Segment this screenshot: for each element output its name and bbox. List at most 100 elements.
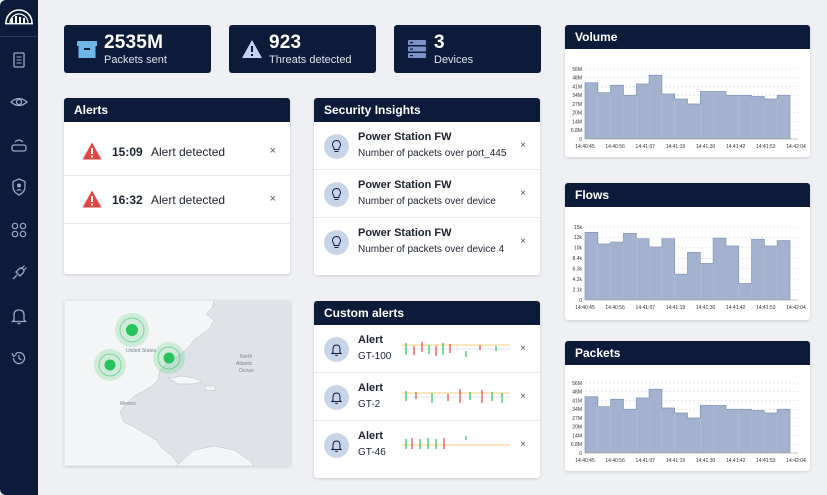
stat-card-threats: 923 Threats detected [229,25,376,73]
bar [725,409,739,453]
threat-map[interactable]: United States North Atlantic Ocean Mexic… [64,300,291,466]
alert-text: Alert detected [151,193,226,207]
volume-chart-panel: Volume 0 6.8M 14M 20M 27M 34M 41M 48M 56M 14:40:4… [565,25,810,157]
y-tick-label: 41M [572,84,582,90]
map-land [64,300,255,466]
close-icon[interactable]: × [520,236,526,247]
y-tick-label: 56M [572,381,582,387]
y-tick-label: 27M [572,416,582,422]
list-item[interactable]: 16:32 Alert detected × [64,176,290,224]
bar [713,238,726,300]
bar [674,413,688,453]
bar [725,245,739,300]
alert-icon [82,142,102,160]
custom-alert-id: GT-100 [358,351,392,362]
shield-user-icon[interactable] [9,177,29,197]
close-icon[interactable]: × [520,140,526,151]
x-tick-label: 14:40:45 [575,458,595,464]
x-tick-label: 14:41:07 [636,144,656,150]
custom-alert-id: GT-2 [358,399,381,410]
y-tick-label: 48M [572,76,582,82]
sidebar-divider [0,36,38,37]
x-tick-label: 14:42:04 [786,458,806,464]
plug-icon[interactable] [9,263,29,283]
insight-text: Number of packets over device 4 [358,244,505,255]
x-tick-label: 14:40:56 [605,305,625,311]
map-label: North [240,354,253,360]
map-label: Mexico [120,401,136,407]
y-tick-label: 6.3k [573,267,583,273]
flows-chart[interactable]: 0 2.1k 4.2k 6.3k 8.4k 10k 13k 15k 14:40:45 14:40:… [565,207,810,320]
close-icon[interactable]: × [520,391,526,402]
bar [649,246,662,300]
list-item[interactable]: Power Station FW Number of packets over … [314,218,540,266]
y-tick-label: 20M [572,111,582,117]
insight-title: Power Station FW [358,131,452,143]
close-icon[interactable]: × [269,193,276,205]
y-tick-label: 6.8M [571,128,582,134]
y-tick-label: 4.2k [573,277,583,283]
bar [700,263,714,300]
history-icon[interactable] [9,348,29,368]
bar [610,242,624,300]
flows-chart-panel: Flows 0 2.1k 4.2k 6.3k 8.4k 10k 13k 15k 14:40:45… [565,183,810,320]
volume-chart[interactable]: 0 6.8M 14M 20M 27M 34M 41M 48M 56M 14:40:45 14:40:… [565,49,810,157]
eye-icon[interactable] [9,92,29,112]
chart-title: Packets [565,341,810,365]
close-icon[interactable]: × [520,343,526,354]
warning-icon [242,40,262,58]
bar [661,408,675,453]
x-tick-label: 14:40:56 [605,458,625,464]
list-item[interactable]: Power Station FW Number of packets over … [314,122,540,170]
close-icon[interactable]: × [520,439,526,450]
close-icon[interactable]: × [520,188,526,199]
x-tick-label: 14:41:07 [636,458,656,464]
list-item[interactable]: Power Station FW Number of packets over … [314,170,540,218]
custom-alert-id: GT-46 [358,447,386,458]
map-label: United States [126,348,157,354]
bell-icon [324,433,349,458]
y-tick-label: 0 [579,137,582,143]
custom-alert-title: Alert [358,382,384,394]
y-tick-label: 56M [572,67,582,73]
list-item[interactable]: 15:09 Alert detected × [64,128,290,176]
bar [777,240,790,300]
server-icon [408,40,426,58]
x-tick-label: 14:42:04 [786,305,806,311]
list-item[interactable]: Alert GT-100 × [314,325,540,373]
x-tick-label: 14:40:45 [575,305,595,311]
bar [738,283,752,300]
y-tick-label: 34M [572,407,582,413]
bar [610,399,624,453]
y-tick-label: 34M [572,93,582,99]
chart-title: Flows [565,183,810,207]
alert-sparkline [402,342,510,357]
bar [623,95,637,139]
map-label: Atlantic [236,361,253,367]
stat-label: Devices [434,54,474,66]
stat-value: 3 [434,32,445,53]
list-item[interactable]: Alert GT-46 × [314,421,540,469]
x-tick-label: 14:41:42 [726,144,746,150]
bar [687,104,701,139]
router-icon[interactable] [9,135,29,155]
bell-icon[interactable] [9,306,29,326]
apps-icon[interactable] [9,220,29,240]
bar [623,233,637,300]
brand-logo-icon[interactable] [3,6,35,28]
x-tick-label: 14:41:19 [666,458,686,464]
alert-sparkline [402,389,510,403]
list-item[interactable]: Alert GT-2 × [314,373,540,421]
x-tick-label: 14:40:45 [575,144,595,150]
bar [636,84,650,139]
close-icon[interactable]: × [269,145,276,157]
bell-icon [324,385,349,410]
packets-chart[interactable]: 0 6.8M 14M 20M 27M 34M 41M 48M 56M 14:40:45 14:40:… [565,365,810,471]
document-icon[interactable] [9,50,29,70]
y-tick-label: 20M [572,425,582,431]
bar [751,239,765,300]
y-tick-label: 0 [579,451,582,457]
chart-title: Volume [565,25,810,49]
bar [610,85,624,139]
x-tick-label: 14:41:19 [666,144,686,150]
